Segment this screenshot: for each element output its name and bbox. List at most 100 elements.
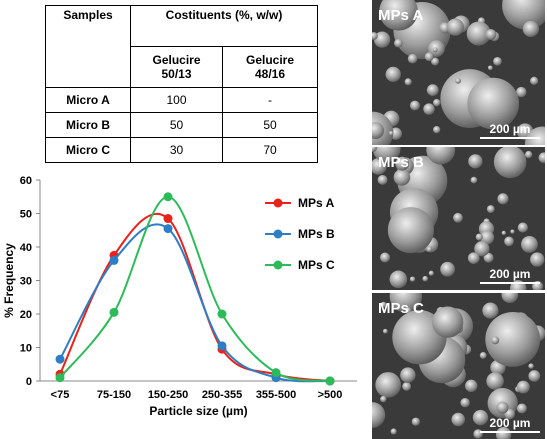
y-tick-label: 60 bbox=[20, 175, 32, 187]
point bbox=[163, 192, 173, 202]
particle bbox=[466, 21, 491, 46]
legend-marker bbox=[273, 229, 283, 239]
y-tick-label: 10 bbox=[20, 343, 32, 355]
particle bbox=[387, 207, 434, 254]
image-label: MPs C bbox=[378, 300, 424, 317]
particle bbox=[528, 363, 534, 369]
particle bbox=[372, 158, 387, 175]
particle bbox=[423, 103, 435, 115]
particle bbox=[510, 229, 515, 234]
header-cell: Gelucire 50/13 bbox=[130, 46, 223, 88]
particle bbox=[538, 152, 545, 164]
particle bbox=[393, 169, 411, 186]
particle bbox=[473, 429, 483, 439]
particle bbox=[379, 0, 418, 31]
particle bbox=[516, 86, 527, 98]
particle bbox=[483, 252, 494, 263]
cell: 100 bbox=[130, 87, 223, 113]
y-tick-label: 20 bbox=[20, 309, 32, 321]
particle bbox=[373, 31, 391, 48]
particle bbox=[501, 293, 519, 304]
particle bbox=[394, 38, 403, 48]
particle bbox=[440, 261, 455, 277]
particle bbox=[465, 379, 478, 393]
sem-image bbox=[372, 0, 545, 145]
particle bbox=[451, 412, 465, 427]
particle bbox=[375, 372, 401, 398]
series-line bbox=[59, 195, 331, 382]
y-tick-label: 30 bbox=[20, 276, 32, 288]
x-tick-label: 355-500 bbox=[256, 389, 296, 401]
particle bbox=[501, 230, 506, 236]
particle bbox=[404, 307, 412, 314]
header-text: Gelucire 50/13 bbox=[152, 53, 201, 81]
particle bbox=[385, 66, 401, 83]
particle bbox=[428, 270, 434, 276]
particle bbox=[468, 154, 483, 169]
particle bbox=[404, 78, 412, 86]
particle bbox=[530, 252, 545, 267]
x-tick-label: 150-250 bbox=[148, 389, 188, 401]
point bbox=[163, 214, 173, 224]
particle bbox=[426, 147, 456, 165]
particle bbox=[446, 18, 465, 36]
legend-label: MPs B bbox=[298, 227, 335, 241]
particle bbox=[453, 212, 463, 223]
point bbox=[271, 368, 281, 378]
y-axis-label: % Frequency bbox=[2, 243, 16, 318]
particle bbox=[432, 47, 438, 53]
particle bbox=[517, 222, 528, 233]
particle bbox=[410, 100, 420, 111]
legend-label: MPs C bbox=[298, 258, 335, 272]
particle bbox=[467, 252, 480, 265]
legend-label: MPs A bbox=[298, 196, 335, 210]
particle bbox=[395, 156, 410, 171]
particle bbox=[372, 402, 386, 428]
header-cell: Gelucire 48/16 bbox=[222, 46, 318, 88]
particle bbox=[372, 147, 401, 163]
particle bbox=[516, 403, 527, 414]
particle bbox=[380, 252, 391, 263]
particle bbox=[521, 235, 538, 253]
particle bbox=[516, 380, 530, 394]
particle bbox=[455, 77, 462, 84]
particle bbox=[497, 193, 509, 205]
point bbox=[163, 224, 173, 234]
x-tick-label: >500 bbox=[318, 389, 343, 401]
particle bbox=[426, 246, 433, 253]
cell: 70 bbox=[222, 137, 318, 163]
header-cell: Costituents (%, w/w) bbox=[130, 5, 318, 47]
cell: Micro B bbox=[45, 112, 131, 138]
x-tick-label: 250-355 bbox=[202, 389, 242, 401]
particle bbox=[486, 205, 495, 213]
particle bbox=[475, 233, 483, 241]
particle bbox=[491, 336, 500, 345]
particle bbox=[380, 395, 387, 403]
cell: 30 bbox=[130, 137, 223, 163]
cell: 50 bbox=[130, 112, 223, 138]
particle bbox=[472, 409, 489, 426]
particle bbox=[496, 401, 509, 414]
particle bbox=[382, 328, 388, 334]
particle bbox=[479, 351, 487, 359]
cell: - bbox=[222, 87, 318, 113]
y-tick-label: 0 bbox=[26, 376, 32, 388]
particle bbox=[474, 241, 490, 257]
y-tick-label: 50 bbox=[20, 209, 32, 221]
cell: Micro A bbox=[45, 87, 131, 113]
point bbox=[217, 309, 227, 319]
cell: 50 bbox=[222, 112, 318, 138]
sem-image bbox=[372, 147, 545, 290]
image-label: MPs B bbox=[378, 154, 424, 171]
particle bbox=[409, 276, 416, 282]
series-line bbox=[59, 223, 331, 383]
cell: Micro C bbox=[45, 137, 131, 163]
particle bbox=[433, 126, 441, 134]
particle bbox=[411, 417, 420, 426]
composition-table: Samples Costituents (%, w/w) Gelucire 50… bbox=[45, 5, 318, 163]
particle bbox=[372, 32, 378, 40]
point bbox=[109, 307, 119, 317]
particle bbox=[467, 77, 520, 130]
